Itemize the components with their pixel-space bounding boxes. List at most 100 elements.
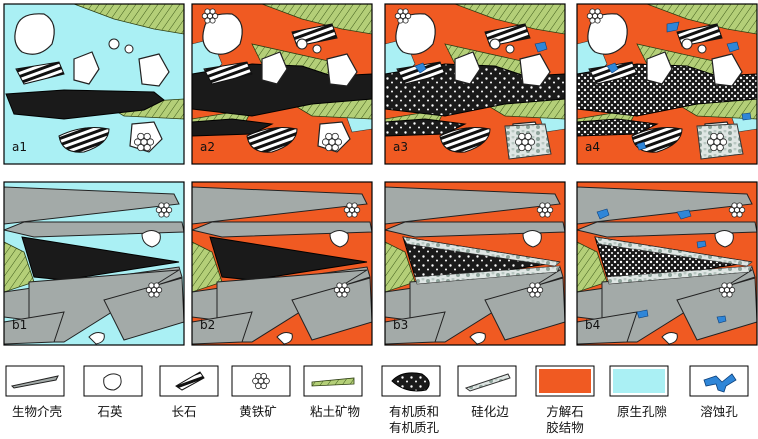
bioclast-shell [192, 186, 368, 225]
pyrite-cluster-grain [336, 282, 343, 289]
quartz-grain [202, 13, 243, 55]
feldspar-grain [15, 61, 65, 85]
quartz-grain [14, 13, 55, 55]
quartz-grain [519, 53, 551, 87]
bioclast-shell [192, 221, 372, 238]
dissolution-pore [414, 62, 427, 74]
pyrite-cluster-grain [534, 282, 541, 289]
pyrite-cluster-grain [589, 17, 596, 24]
quartz-grain [661, 332, 678, 345]
legend-label-silica-rim: 硅化边 [471, 404, 509, 419]
quartz-grain [714, 230, 734, 248]
panel-content [192, 182, 372, 345]
pyrite-cluster-grain [402, 17, 409, 24]
pyrite-cluster-grain [341, 282, 348, 289]
quartz-grain [329, 230, 349, 248]
pyrite-cluster-grain [325, 143, 333, 152]
legend-label-clay: 粘土矿物 [309, 404, 360, 419]
clay-mineral [646, 4, 757, 35]
pyrite-cluster-grain [155, 206, 162, 213]
quartz-grain [646, 51, 673, 85]
feldspar-symbol [175, 371, 205, 391]
pyrite-cluster-grain [402, 8, 409, 15]
silica-rim [606, 265, 753, 285]
feldspar-grain [203, 61, 253, 85]
pyrite-cluster-grain [529, 282, 536, 289]
pyrite-cluster-grain [524, 132, 532, 141]
pyrite-cluster-grain [137, 132, 145, 141]
panel-content [192, 4, 372, 164]
pyrite-cluster-grain [351, 202, 358, 209]
pyrite-cluster-grain [518, 143, 526, 152]
dissolution-pore [726, 41, 740, 53]
silica-rim [414, 265, 561, 285]
panel-frame [191, 181, 373, 346]
pyrite-cluster-grain [148, 291, 155, 298]
pyrite-cluster-grain [527, 138, 535, 146]
pyrite-cluster-grain [597, 12, 604, 19]
dissolution-pore [636, 141, 647, 151]
dissolution-pore [606, 62, 619, 74]
quartz-grain-small [296, 38, 308, 50]
pyrite-cluster-grain [163, 211, 170, 218]
bioclast-shell [385, 311, 446, 345]
clay-mineral [454, 4, 565, 35]
quartz-grain-small [505, 44, 515, 54]
pyrite-cluster-grain [333, 287, 340, 294]
feldspar-grain [439, 127, 491, 153]
pyrite-cluster-grain [710, 132, 718, 141]
quartz-grain-small [489, 38, 501, 50]
pyrite-cluster-grain [325, 132, 333, 141]
feldspar-grain [58, 127, 110, 153]
pyrite-cluster-grain [594, 8, 601, 15]
panel-label-b2: b2 [200, 318, 216, 332]
pyrite-cluster-grain [586, 12, 593, 19]
silica-rim [402, 236, 561, 267]
pyrite-cluster-grain [153, 291, 160, 298]
quartz-grain [141, 230, 161, 248]
primary-pore-symbol [613, 369, 665, 393]
pyrite-cluster-grain [547, 206, 554, 213]
panel-content [577, 182, 757, 345]
pyrite-cluster-grain [153, 282, 160, 289]
bioclast-shell [577, 186, 753, 225]
panel-content [4, 182, 184, 345]
legend-label-pyrite: 黄铁矿 [239, 404, 277, 419]
pyrite-cluster-grain [331, 132, 339, 141]
pyrite-symbol-grain [260, 382, 267, 390]
bioclast-shell [4, 221, 184, 238]
pyrite-cluster-grain [346, 202, 353, 209]
quartz-grain [88, 332, 105, 345]
pyrite-cluster-grain [201, 12, 208, 19]
pyrite-cluster-grain [589, 8, 596, 15]
bioclast-shell [192, 311, 253, 345]
dissolution-pore-symbol [703, 373, 737, 393]
legend-label-bioclast: 生物介壳 [11, 404, 62, 419]
panel-a3 [384, 3, 566, 165]
dissolution-pore [596, 208, 610, 220]
panel-b2 [191, 181, 373, 346]
panel-label-a3: a3 [393, 140, 408, 154]
pyrite-cluster-grain [736, 211, 743, 218]
feldspar-grain [396, 61, 446, 85]
quartz-grain [73, 51, 100, 85]
dissolution-pore [741, 112, 752, 121]
quartz-grain-small [681, 38, 693, 50]
panel-label-b3: b3 [393, 318, 409, 332]
pyrite-cluster-grain [137, 143, 145, 152]
quartz-grain-small [312, 44, 322, 54]
panel-b4 [576, 181, 758, 346]
dissolution-pore [676, 209, 692, 220]
pyrite-cluster-grain [322, 138, 330, 146]
panel-frame [3, 3, 185, 165]
pyrite-cluster-grain [710, 143, 718, 152]
panel-frame [384, 3, 566, 165]
legend-swatch-organic [381, 365, 441, 397]
quartz-grain [276, 332, 293, 345]
pyrite-cluster-grain [537, 287, 544, 294]
bioclast-shell [4, 186, 180, 225]
quartz-grain [326, 53, 358, 87]
panel-frame [191, 3, 373, 165]
clay-mineral [261, 4, 372, 35]
calcite-symbol [539, 369, 591, 393]
